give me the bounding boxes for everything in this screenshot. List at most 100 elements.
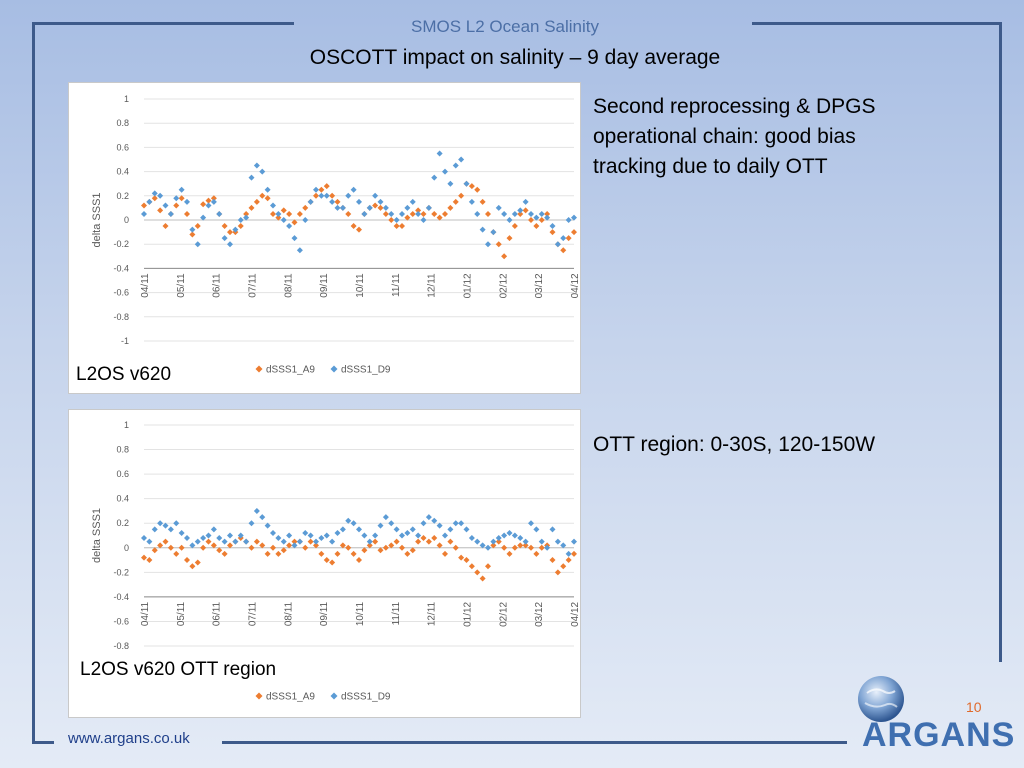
y-tick-label: 1 bbox=[124, 420, 129, 430]
data-point-dSSS1_D9 bbox=[372, 192, 379, 199]
y-tick-label: 0.4 bbox=[116, 494, 129, 504]
data-point-dSSS1_A9 bbox=[549, 229, 556, 236]
data-point-dSSS1_D9 bbox=[184, 534, 190, 541]
data-point-dSSS1_D9 bbox=[393, 217, 400, 223]
x-tick-label: 07/11 bbox=[248, 601, 259, 626]
x-tick-label: 05/11 bbox=[176, 601, 187, 626]
data-point-dSSS1_D9 bbox=[528, 210, 534, 217]
data-point-dSSS1_D9 bbox=[485, 241, 491, 248]
chart-panel-2: 1 0.8 0.6 0.4 0.2 0 -0.2 -0.4 -0.6 -0.8 04/11 05/11… bbox=[68, 409, 581, 718]
y-tick-label: -0.4 bbox=[113, 263, 129, 273]
data-point-dSSS1_A9 bbox=[302, 544, 309, 551]
data-point-dSSS1_A9 bbox=[479, 198, 486, 205]
data-point-dSSS1_A9 bbox=[549, 557, 556, 564]
data-point-dSSS1_D9 bbox=[270, 202, 276, 209]
data-point-dSSS1_D9 bbox=[345, 517, 352, 524]
data-point-dSSS1_A9 bbox=[485, 563, 491, 570]
data-point-dSSS1_D9 bbox=[571, 214, 577, 221]
x-tick-label: 10/11 bbox=[355, 601, 366, 626]
data-point-dSSS1_A9 bbox=[442, 210, 448, 217]
data-point-dSSS1_D9 bbox=[227, 241, 233, 248]
data-point-dSSS1_A9 bbox=[442, 550, 448, 557]
data-point-dSSS1_A9 bbox=[436, 542, 443, 549]
data-point-dSSS1_D9 bbox=[307, 532, 314, 539]
data-point-dSSS1_D9 bbox=[237, 217, 244, 223]
data-point-dSSS1_D9 bbox=[415, 532, 422, 539]
data-point-dSSS1_D9 bbox=[485, 544, 491, 551]
data-point-dSSS1_A9 bbox=[141, 554, 147, 561]
data-point-dSSS1_D9 bbox=[264, 522, 271, 529]
x-tick-label: 04/11 bbox=[140, 601, 151, 626]
frame-top-right bbox=[752, 22, 1002, 25]
data-point-dSSS1_D9 bbox=[571, 538, 577, 545]
data-point-dSSS1_A9 bbox=[388, 542, 395, 549]
data-point-dSSS1_A9 bbox=[270, 544, 276, 551]
data-point-dSSS1_D9 bbox=[318, 534, 325, 541]
data-point-dSSS1_D9 bbox=[479, 542, 486, 549]
data-point-dSSS1_D9 bbox=[458, 520, 465, 527]
data-point-dSSS1_D9 bbox=[210, 198, 217, 205]
data-point-dSSS1_D9 bbox=[184, 198, 190, 205]
data-point-dSSS1_A9 bbox=[286, 542, 293, 549]
data-point-dSSS1_D9 bbox=[474, 538, 481, 545]
data-point-dSSS1_D9 bbox=[377, 198, 384, 205]
data-point-dSSS1_D9 bbox=[463, 180, 470, 187]
page-number: 10 bbox=[966, 699, 982, 715]
data-point-dSSS1_D9 bbox=[425, 204, 432, 211]
data-point-dSSS1_D9 bbox=[366, 538, 373, 545]
data-point-dSSS1_D9 bbox=[264, 186, 271, 193]
data-point-dSSS1_A9 bbox=[393, 538, 400, 545]
legend-label: dSSS1_D9 bbox=[341, 365, 391, 376]
data-point-dSSS1_A9 bbox=[533, 223, 540, 230]
data-point-dSSS1_D9 bbox=[296, 538, 303, 545]
data-point-dSSS1_D9 bbox=[501, 210, 508, 217]
data-point-dSSS1_D9 bbox=[538, 210, 545, 217]
data-point-dSSS1_A9 bbox=[329, 559, 336, 566]
chart-2-svg: 1 0.8 0.6 0.4 0.2 0 -0.2 -0.4 -0.6 -0.8 04/11 05/11… bbox=[91, 420, 580, 703]
data-point-dSSS1_A9 bbox=[485, 210, 491, 217]
legend-marker bbox=[255, 365, 263, 373]
footer-url[interactable]: www.argans.co.uk bbox=[68, 730, 190, 747]
data-point-dSSS1_A9 bbox=[506, 235, 513, 242]
x-tick-label: 02/12 bbox=[498, 601, 509, 626]
data-point-dSSS1_D9 bbox=[194, 241, 201, 248]
data-point-dSSS1_D9 bbox=[522, 538, 529, 545]
data-point-dSSS1_A9 bbox=[565, 557, 572, 564]
data-point-dSSS1_D9 bbox=[313, 538, 319, 545]
data-point-dSSS1_D9 bbox=[382, 514, 389, 521]
data-point-dSSS1_A9 bbox=[528, 217, 534, 223]
data-point-dSSS1_A9 bbox=[157, 542, 164, 549]
x-tick-label: 05/11 bbox=[176, 273, 187, 298]
data-point-dSSS1_D9 bbox=[216, 210, 223, 217]
frame-top-left bbox=[32, 22, 294, 25]
data-point-dSSS1_D9 bbox=[205, 532, 212, 539]
data-point-dSSS1_A9 bbox=[339, 542, 346, 549]
data-point-dSSS1_D9 bbox=[275, 534, 282, 541]
data-point-dSSS1_D9 bbox=[361, 532, 368, 539]
data-point-dSSS1_D9 bbox=[286, 223, 293, 230]
data-point-dSSS1_D9 bbox=[565, 550, 572, 557]
data-point-dSSS1_D9 bbox=[334, 204, 341, 211]
data-point-dSSS1_A9 bbox=[420, 210, 427, 217]
data-point-dSSS1_A9 bbox=[356, 557, 362, 564]
data-point-dSSS1_A9 bbox=[253, 538, 260, 545]
data-point-dSSS1_D9 bbox=[447, 526, 454, 533]
data-point-dSSS1_D9 bbox=[291, 542, 298, 549]
note-line-2: operational chain: good bias bbox=[593, 125, 856, 148]
data-point-dSSS1_D9 bbox=[560, 542, 567, 549]
data-point-dSSS1_D9 bbox=[345, 192, 352, 199]
data-point-dSSS1_D9 bbox=[237, 532, 244, 539]
legend-marker bbox=[255, 692, 263, 700]
data-point-dSSS1_A9 bbox=[393, 223, 400, 230]
x-tick-label: 02/12 bbox=[498, 273, 509, 298]
data-point-dSSS1_D9 bbox=[420, 217, 427, 223]
data-point-dSSS1_A9 bbox=[280, 547, 287, 554]
data-point-dSSS1_D9 bbox=[248, 520, 255, 527]
data-point-dSSS1_A9 bbox=[511, 223, 518, 230]
data-point-dSSS1_A9 bbox=[447, 204, 454, 211]
data-point-dSSS1_D9 bbox=[253, 507, 260, 514]
data-point-dSSS1_A9 bbox=[517, 542, 524, 549]
data-point-dSSS1_A9 bbox=[404, 550, 411, 557]
legend-label: dSSS1_D9 bbox=[341, 692, 391, 703]
data-point-dSSS1_A9 bbox=[243, 210, 250, 217]
